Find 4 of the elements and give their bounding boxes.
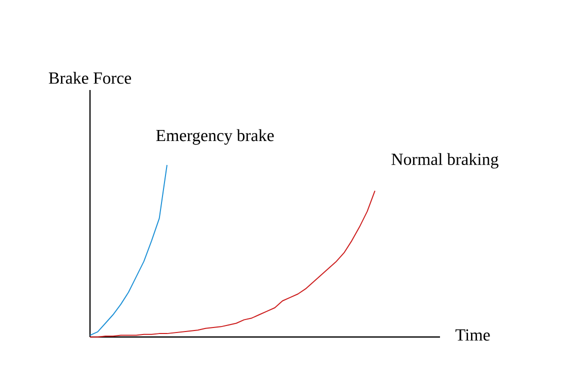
y-axis-title: Brake Force: [48, 72, 132, 84]
series-label: Emergency brake: [156, 129, 274, 145]
series-label: Normal braking: [392, 153, 498, 168]
x-axis-title: Time: [456, 329, 490, 341]
